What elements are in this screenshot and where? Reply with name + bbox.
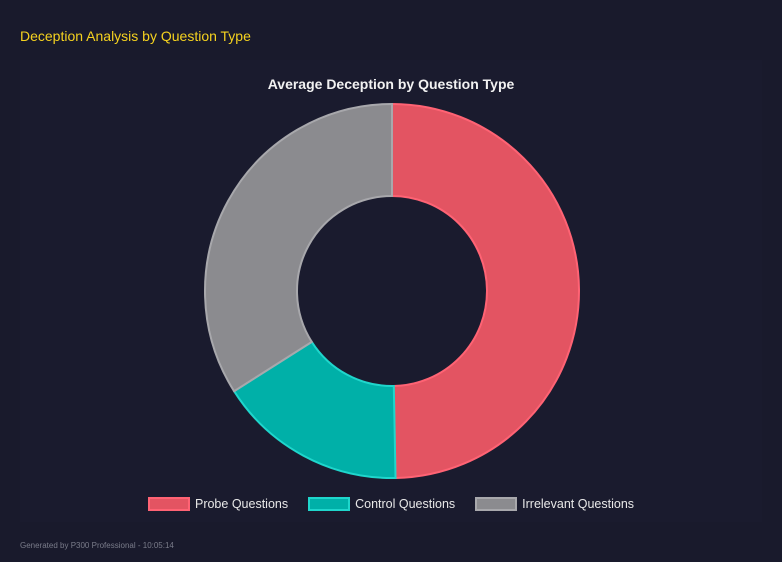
slice-probe-questions[interactable] [391,102,581,479]
legend-item[interactable]: Probe Questions [147,497,289,511]
page-heading: Deception Analysis by Question Type [20,28,251,44]
legend-swatch [147,497,190,511]
legend-item[interactable]: Control Questions [308,497,455,511]
legend-label: Control Questions [355,497,456,511]
slice-irrelevant-questions[interactable] [204,102,393,393]
slice-control-questions[interactable] [232,340,397,479]
footer-text: Generated by P300 Professional - 10:05:1… [20,541,174,550]
legend-label: Probe Questions [194,497,289,511]
legend-label: Irrelevant Questions [522,497,635,511]
legend-swatch [308,497,351,511]
legend-swatch [475,497,518,511]
legend-item[interactable]: Irrelevant Questions [475,497,634,511]
chart-legend: Probe Questions Control Questions Irreleva… [0,497,782,511]
chart-title: Average Deception by Question Type [267,76,515,92]
